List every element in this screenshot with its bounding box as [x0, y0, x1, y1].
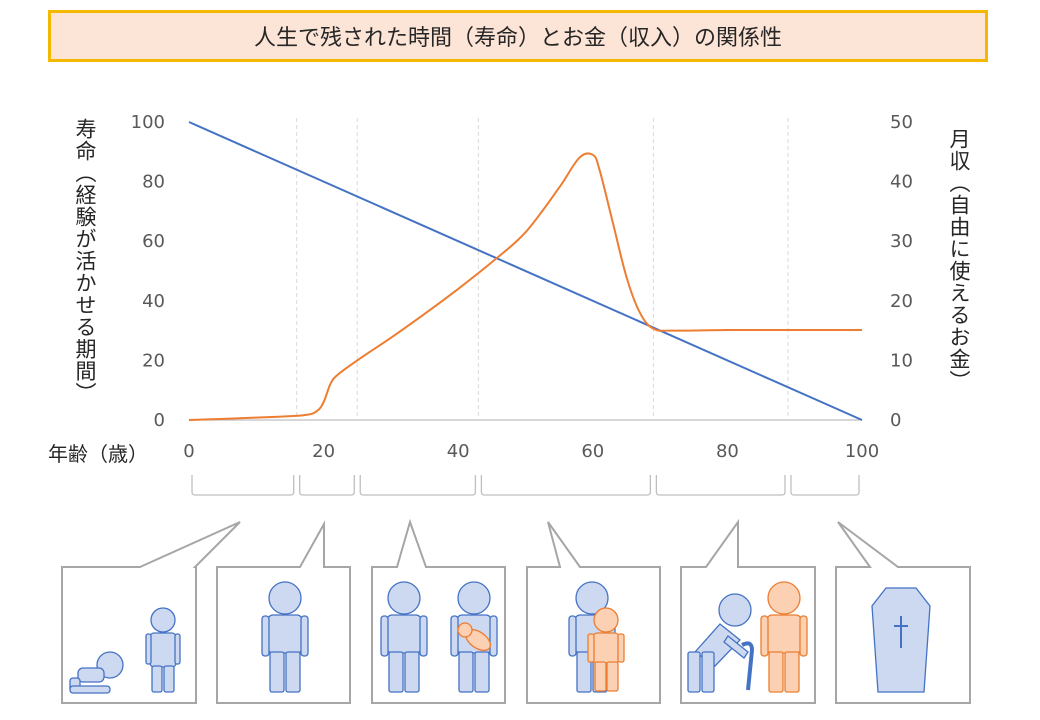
cane-icon	[741, 641, 755, 691]
period-bracket	[790, 475, 860, 496]
y-tick-label: 60	[142, 231, 165, 252]
y-tick-label: 0	[154, 410, 165, 431]
chart-series	[188, 121, 863, 421]
period-bracket	[480, 475, 652, 496]
adult-person-icon	[261, 581, 309, 693]
life-stage-panels	[61, 518, 971, 704]
x-tick-label: 80	[716, 441, 739, 462]
adult-person-icon	[380, 581, 428, 693]
y-right-tick-label: 20	[890, 291, 913, 312]
y-tick-label: 100	[131, 112, 165, 133]
baby-icon	[457, 622, 492, 652]
period-bracket	[191, 475, 295, 496]
child-icon	[587, 607, 625, 692]
lifespan-line	[188, 121, 863, 421]
y-right-tick-label: 40	[890, 172, 913, 193]
x-tick-label: 60	[581, 441, 604, 462]
x-tick-label: 100	[845, 441, 879, 462]
y-right-tick-label: 10	[890, 350, 913, 371]
period-bracket	[359, 475, 477, 496]
adult-child-icon	[760, 581, 808, 693]
period-brackets	[191, 475, 860, 496]
crawling-baby-icon	[69, 651, 124, 694]
y-right-tick-label: 50	[890, 112, 913, 133]
x-axis-title: 年齢（歳）	[48, 442, 148, 466]
x-tick-label: 0	[183, 441, 194, 462]
y-tick-label: 80	[142, 172, 165, 193]
period-bracket	[299, 475, 355, 496]
elderly-person-icon	[687, 593, 752, 693]
period-bracket	[655, 475, 786, 496]
period-grid	[189, 118, 862, 421]
income-line	[188, 152, 862, 421]
coffin-icon	[871, 587, 931, 693]
y-tick-label: 20	[142, 350, 165, 371]
y-right-tick-label: 30	[890, 231, 913, 252]
y-tick-label: 40	[142, 291, 165, 312]
x-tick-label: 20	[312, 441, 335, 462]
left-axis-title: 寿命（経験が活かせる期間）	[73, 118, 97, 404]
right-axis-title: 月収（自由に使えるお金）	[947, 128, 971, 392]
axis-ticks: 0 20 40 60 80 100 0 10 20 30 40 50 0 20 40 60 80 100	[131, 112, 913, 462]
x-tick-label: 40	[447, 441, 470, 462]
small-child-icon	[145, 607, 181, 693]
chart-title: 人生で残された時間（寿命）とお金（収入）の関係性	[48, 10, 988, 62]
y-right-tick-label: 0	[890, 410, 901, 431]
